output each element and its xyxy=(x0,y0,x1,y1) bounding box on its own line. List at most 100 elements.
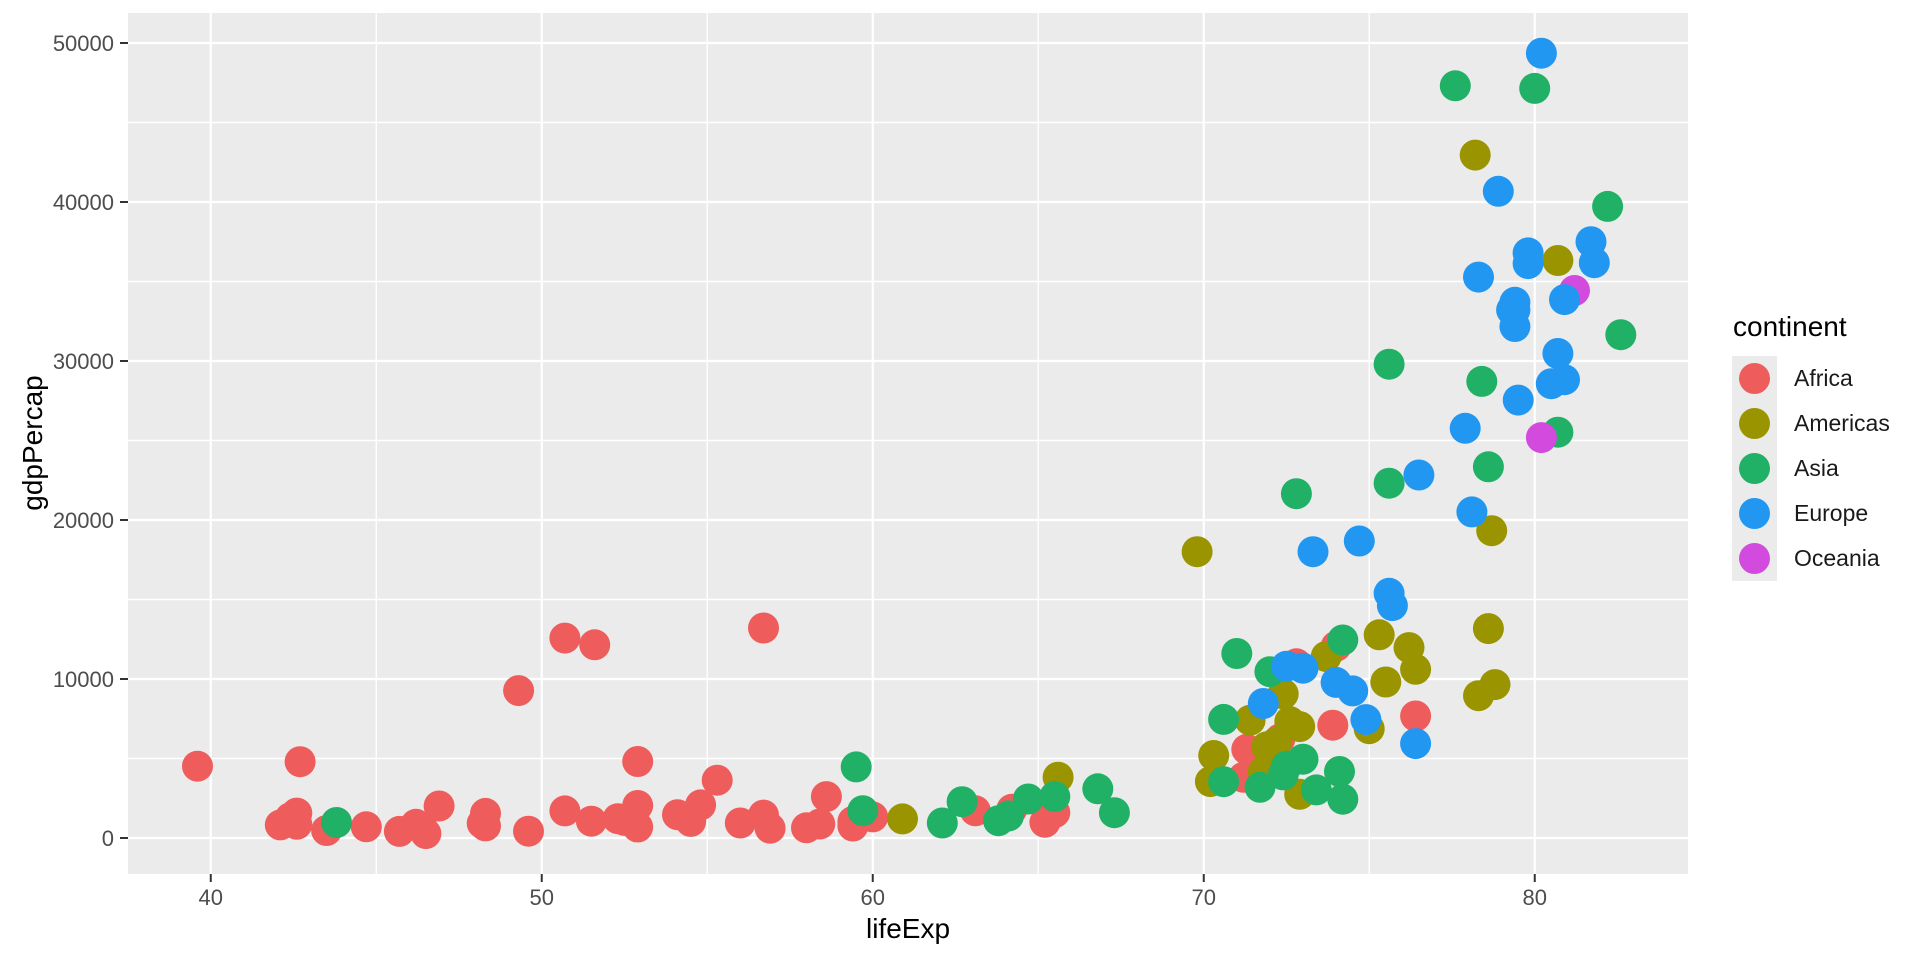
data-point-americas xyxy=(1400,653,1432,685)
data-point-europe xyxy=(1512,237,1544,269)
data-point-asia xyxy=(1082,773,1114,805)
data-point-europe xyxy=(1343,525,1375,557)
legend-key xyxy=(1732,356,1777,401)
data-point-asia xyxy=(1519,72,1551,104)
data-point-africa xyxy=(503,675,535,707)
y-tick-label: 20000 xyxy=(53,508,114,533)
legend: continent Africa Americas Asia Europe Oceani… xyxy=(1732,313,1890,581)
data-point-asia xyxy=(1466,365,1498,397)
data-point-europe xyxy=(1403,459,1435,491)
data-point-africa xyxy=(754,812,786,844)
data-point-europe xyxy=(1297,536,1329,568)
data-point-asia xyxy=(1244,771,1276,803)
legend-key xyxy=(1732,491,1777,536)
data-point-americas xyxy=(1542,245,1574,276)
legend-key xyxy=(1732,401,1777,446)
legend-item-label: Asia xyxy=(1794,455,1839,481)
gridlines-minor xyxy=(128,13,1688,874)
data-point-africa xyxy=(701,764,733,796)
data-point-asia xyxy=(1472,451,1504,483)
y-tick-label: 30000 xyxy=(53,349,114,374)
data-point-africa xyxy=(609,804,640,836)
data-point-africa xyxy=(810,781,842,813)
data-point-asia xyxy=(1039,781,1071,813)
data-point-europe xyxy=(1549,364,1580,396)
data-point-africa xyxy=(549,622,581,654)
data-point-africa xyxy=(622,746,654,777)
data-point-asia xyxy=(926,807,958,839)
data-point-europe xyxy=(1271,650,1302,682)
data-point-americas xyxy=(1370,666,1402,698)
data-point-asia xyxy=(840,751,872,783)
data-point-europe xyxy=(1542,338,1574,369)
legend-items: Africa Americas Asia Europe Oceania xyxy=(1732,356,1890,581)
data-point-asia xyxy=(321,807,352,838)
data-point-africa xyxy=(513,815,544,847)
x-tick-label: 70 xyxy=(1192,885,1216,910)
data-point-asia xyxy=(1221,638,1253,669)
x-tick-label: 80 xyxy=(1523,885,1547,910)
data-point-africa xyxy=(350,811,382,843)
legend-item-label: Americas xyxy=(1794,410,1890,436)
data-point-americas xyxy=(887,803,918,835)
data-point-americas xyxy=(1181,536,1213,568)
legend-item-label: Africa xyxy=(1794,365,1853,391)
data-point-europe xyxy=(1463,261,1494,293)
data-point-americas xyxy=(1476,515,1508,547)
data-point-asia xyxy=(847,795,879,827)
data-point-americas xyxy=(1459,139,1491,171)
data-point-asia xyxy=(1280,478,1312,510)
data-point-africa xyxy=(466,807,498,839)
legend-item-label: Oceania xyxy=(1794,545,1880,571)
legend-item-americas: Americas xyxy=(1732,401,1890,446)
data-point-americas xyxy=(1198,740,1230,771)
x-tick-label: 60 xyxy=(861,885,885,910)
data-point-africa xyxy=(549,795,581,827)
y-tick-label: 50000 xyxy=(53,31,114,56)
data-point-europe xyxy=(1350,704,1382,736)
data-point-europe xyxy=(1247,688,1279,719)
y-axis-tick-labels: 0 10000 20000 30000 40000 50000 xyxy=(53,31,114,851)
x-axis-tick-labels: 40 50 60 70 80 xyxy=(199,885,1547,910)
data-point-europe xyxy=(1456,496,1488,528)
legend-item-label: Europe xyxy=(1794,500,1869,526)
data-point-africa xyxy=(579,629,611,661)
data-point-asia xyxy=(1208,766,1240,798)
data-point-europe xyxy=(1575,226,1607,258)
data-point-asia xyxy=(1373,467,1405,499)
y-axis-title: gdpPercap xyxy=(17,375,48,510)
legend-item-africa: Africa xyxy=(1732,356,1890,401)
data-point-africa xyxy=(182,750,213,782)
data-point-africa xyxy=(1400,700,1432,732)
data-point-asia xyxy=(1439,70,1471,102)
data-point-asia xyxy=(1592,190,1624,222)
x-axis-title: lifeExp xyxy=(866,913,950,944)
y-tick-label: 0 xyxy=(102,826,114,851)
y-tick-label: 10000 xyxy=(53,667,114,692)
data-point-africa xyxy=(724,807,756,839)
data-point-asia xyxy=(1324,756,1355,787)
data-point-europe xyxy=(1400,728,1432,760)
x-tick-label: 50 xyxy=(530,885,554,910)
legend-swatch-icon xyxy=(1739,543,1770,574)
data-point-africa xyxy=(400,808,432,840)
scatter-points xyxy=(182,37,1637,850)
data-point-europe xyxy=(1482,175,1514,207)
legend-key xyxy=(1732,536,1777,581)
legend-item-europe: Europe xyxy=(1732,491,1890,536)
data-point-europe xyxy=(1502,384,1534,416)
data-point-asia xyxy=(1267,759,1299,791)
data-point-americas xyxy=(1463,680,1494,712)
data-point-africa xyxy=(284,746,316,778)
data-point-europe xyxy=(1320,666,1352,698)
legend-item-oceania: Oceania xyxy=(1732,536,1890,581)
legend-title: continent xyxy=(1733,311,1847,342)
data-point-africa xyxy=(274,802,306,834)
data-point-americas xyxy=(1363,619,1395,651)
data-point-europe xyxy=(1525,37,1557,69)
data-point-europe xyxy=(1449,412,1481,444)
data-point-europe xyxy=(1373,577,1405,609)
legend-item-asia: Asia xyxy=(1732,446,1890,491)
